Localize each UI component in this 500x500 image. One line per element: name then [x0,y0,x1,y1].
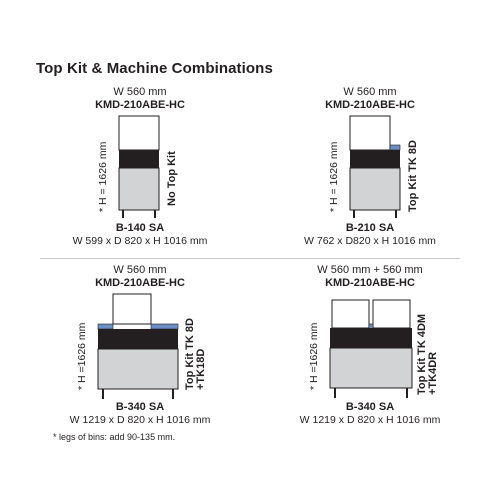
top-kit-line: Top Kit TK 8D [407,140,419,212]
machine-bin-illustration [97,293,179,399]
ice-machine-upper-right [372,299,411,329]
ice-machine-upper [349,115,391,151]
page-title: Top Kit & Machine Combinations [36,60,273,77]
ice-machine-black-band [98,329,178,349]
top-kit-line: No Top Kit [166,151,178,206]
ice-machine-black-band [119,150,159,168]
ice-bin [97,348,179,390]
bin-leg-right [154,210,156,218]
top-kit-label: Top Kit TK 8D [407,140,419,212]
top-kit-label: Top Kit TK 8D +TK18D [184,318,207,390]
machine-width-label: W 560 mm + 560 mm [317,264,423,276]
machine-model-label: KMD-210ABE-HC [325,277,415,289]
bin-dimensions-label: W 599 x D 820 x H 1016 mm [72,235,208,247]
combination-b210: W 560 mm KMD-210ABE-HC * H = 1626 mm Top… [255,82,485,282]
machine-width-label: W 560 mm [113,264,167,276]
bin-name-label: B-340 SA [115,401,165,413]
top-kit-label: Top Kit TK 4DM +TK4DR [416,314,439,395]
bin-dimensions-label: W 1219 x D 820 x H 1016 mm [299,414,441,426]
top-kit-plate [389,144,401,151]
machine-model-label: KMD-210ABE-HC [325,99,415,111]
machine-bin-illustration [329,299,413,398]
height-label: * H = 1626 mm [97,141,109,212]
machine-model-label: KMD-210ABE-HC [95,99,185,111]
bin-name-label: B-340 SA [345,401,395,413]
bin-leg-left [353,210,355,218]
top-kit-label: No Top Kit [166,151,178,206]
bin-leg-right [172,389,174,399]
machine-width-label: W 560 mm [113,86,167,98]
ice-machine-black-band [330,328,412,348]
bin-leg-left [334,388,336,398]
machine-model-label: KMD-210ABE-HC [95,277,185,289]
bin-dimensions-label: W 1219 x D 820 x H 1016 mm [69,414,211,426]
machine-bin-illustration [118,115,160,218]
ice-machine-upper [118,115,160,151]
top-kit-line: +TK18D [195,348,207,390]
machine-bin-illustration [349,115,401,218]
legs-footnote: * legs of bins: add 90-135 mm. [53,432,176,442]
ice-machine-upper [112,293,152,325]
bin-name-label: B-210 SA [345,222,395,234]
top-kit-plate-left [97,323,114,330]
ice-machine-upper-left [331,299,370,329]
bin-leg-right [395,210,397,218]
machine-width-label: W 560 mm [343,86,397,98]
height-label: * H =1626 mm [76,322,88,390]
ice-bin [329,347,413,389]
bin-leg-right [406,388,408,398]
combination-b140: W 560 mm KMD-210ABE-HC * H = 1626 mm No … [25,82,255,282]
ice-bin [349,167,401,211]
ice-machine-black-band [350,150,400,168]
bin-name-label: B-140 SA [115,222,165,234]
height-label: * H = 1626 mm [328,141,340,212]
section-divider [40,258,460,259]
bin-leg-left [122,210,124,218]
bin-leg-left [102,389,104,399]
ice-bin [118,167,160,211]
bin-dimensions-label: W 762 x D820 x H 1016 mm [304,235,436,247]
top-kit-plate-right [150,323,179,330]
combination-b340-double: W 560 mm + 560 mm KMD-210ABE-HC * H =162… [255,260,485,460]
top-kit-line: +TK4DR [427,351,439,395]
height-label: * H =1626 mm [308,322,320,390]
combination-b340-single: W 560 mm KMD-210ABE-HC * H =1626 mm Top … [25,260,255,460]
